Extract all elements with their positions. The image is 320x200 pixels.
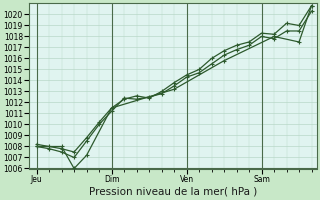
X-axis label: Pression niveau de la mer( hPa ): Pression niveau de la mer( hPa ) — [89, 187, 257, 197]
